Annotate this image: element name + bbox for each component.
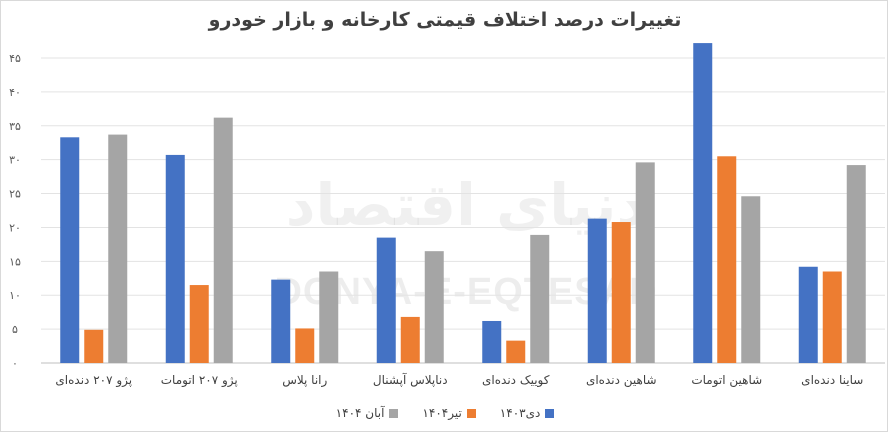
x-tick-label: ساینا دنده‌ای	[801, 373, 863, 387]
y-tick-label: ۴۵	[9, 52, 21, 65]
legend-swatch-2	[389, 408, 399, 418]
bar	[482, 320, 502, 363]
bar	[295, 328, 315, 363]
bar	[376, 237, 396, 363]
bar	[319, 271, 339, 363]
y-tick-label: ۱۵	[9, 255, 21, 268]
x-tick-label: پژو ۲۰۷ دنده‌ای	[55, 373, 132, 388]
legend: دی۱۴۰۳ تیر۱۴۰۴ آبان ۱۴۰۴	[1, 406, 888, 420]
bar	[84, 329, 104, 363]
y-tick-label: ۵	[12, 323, 18, 336]
bar	[798, 266, 818, 363]
legend-swatch-1	[466, 408, 476, 418]
bar	[822, 271, 842, 363]
bar	[400, 316, 420, 363]
bar	[189, 285, 209, 363]
bar	[587, 218, 607, 363]
legend-item-0: دی۱۴۰۳	[500, 406, 555, 420]
y-tick-label: ۰	[12, 357, 18, 370]
bar	[108, 134, 128, 363]
x-tick-label: رانا پلاس	[282, 373, 327, 388]
bar	[506, 340, 526, 363]
bar	[424, 251, 444, 363]
legend-swatch-0	[545, 408, 555, 418]
chart-title: تغییرات درصد اختلاف قیمتی کارخانه و بازا…	[208, 9, 682, 31]
x-tick-label: پژو ۲۰۷ اتومات	[161, 373, 238, 388]
x-tick-label: شاهین دنده‌ای	[586, 373, 657, 388]
x-tick-label: دناپلاس آپشنال	[373, 372, 448, 388]
x-tick-label: کوییک دنده‌ای	[482, 373, 550, 388]
y-tick-label: ۳۵	[9, 120, 21, 133]
bar	[693, 43, 713, 363]
bar	[635, 162, 655, 363]
bar	[611, 222, 631, 363]
bar	[60, 137, 80, 363]
bar	[213, 117, 233, 364]
x-tick-label: شاهین اتومات	[691, 373, 762, 388]
legend-label-2: آبان ۱۴۰۴	[335, 406, 385, 420]
bar	[530, 234, 550, 363]
bar	[717, 156, 737, 363]
legend-label-1: تیر۱۴۰۴	[422, 406, 462, 420]
y-tick-label: ۴۰	[9, 86, 21, 99]
y-tick-label: ۲۵	[9, 188, 21, 201]
y-tick-label: ۳۰	[9, 154, 21, 167]
legend-item-2: آبان ۱۴۰۴	[336, 406, 399, 420]
y-tick-label: ۲۰	[9, 221, 21, 234]
legend-item-1: تیر۱۴۰۴	[422, 406, 476, 420]
bar	[741, 196, 761, 363]
bar	[271, 279, 291, 363]
legend-label-0: دی۱۴۰۳	[499, 406, 541, 420]
bar	[165, 154, 185, 363]
bar	[846, 165, 866, 363]
y-tick-label: ۱۰	[9, 289, 21, 302]
